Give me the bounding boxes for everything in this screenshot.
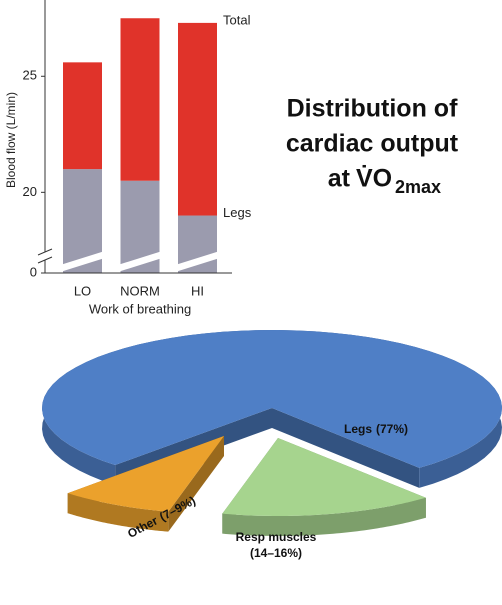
category-label: Legs <box>344 422 372 436</box>
slice-side <box>42 330 502 488</box>
slice-label: Legs (77%) <box>344 422 408 436</box>
value-label: (77%) <box>376 422 408 436</box>
slice-side <box>67 493 169 532</box>
legend-label: Legs <box>223 205 252 220</box>
y-tick-label: 0 <box>30 264 37 279</box>
break-mark <box>37 256 53 264</box>
break-mark <box>37 248 53 256</box>
axis-break <box>57 250 108 273</box>
axis-gap <box>43 252 47 260</box>
slice <box>67 436 224 512</box>
title-line: cardiac output <box>286 130 459 158</box>
title-symbol: V̇O <box>356 164 392 193</box>
title-line: at <box>328 165 351 193</box>
category-label: Resp muscles <box>236 530 317 544</box>
x-axis-label: Work of breathing <box>89 301 191 316</box>
legend-label: Total <box>223 12 251 27</box>
axis-break <box>172 250 223 273</box>
slice-side <box>222 497 426 536</box>
slice-label: Resp muscles (14–16%) <box>236 530 317 560</box>
x-tick-label: NORM <box>120 283 160 298</box>
y-tick-label: 20 <box>23 184 37 199</box>
axis-break <box>114 250 166 273</box>
bar-segment <box>63 62 102 170</box>
title-line: Distribution of <box>287 95 458 123</box>
slice-wall <box>272 408 420 488</box>
slice <box>42 330 502 468</box>
y-tick-label: 25 <box>23 68 37 83</box>
x-tick-label: LO <box>74 283 91 298</box>
slice <box>222 438 426 516</box>
title-subscript: 2max <box>395 177 441 197</box>
bar-segment <box>120 18 160 181</box>
x-tick-label: HI <box>191 283 204 298</box>
value-label: (14–16%) <box>250 546 302 560</box>
y-axis-label: Blood flow (L/min) <box>4 92 18 188</box>
bar-segment <box>178 22 217 216</box>
